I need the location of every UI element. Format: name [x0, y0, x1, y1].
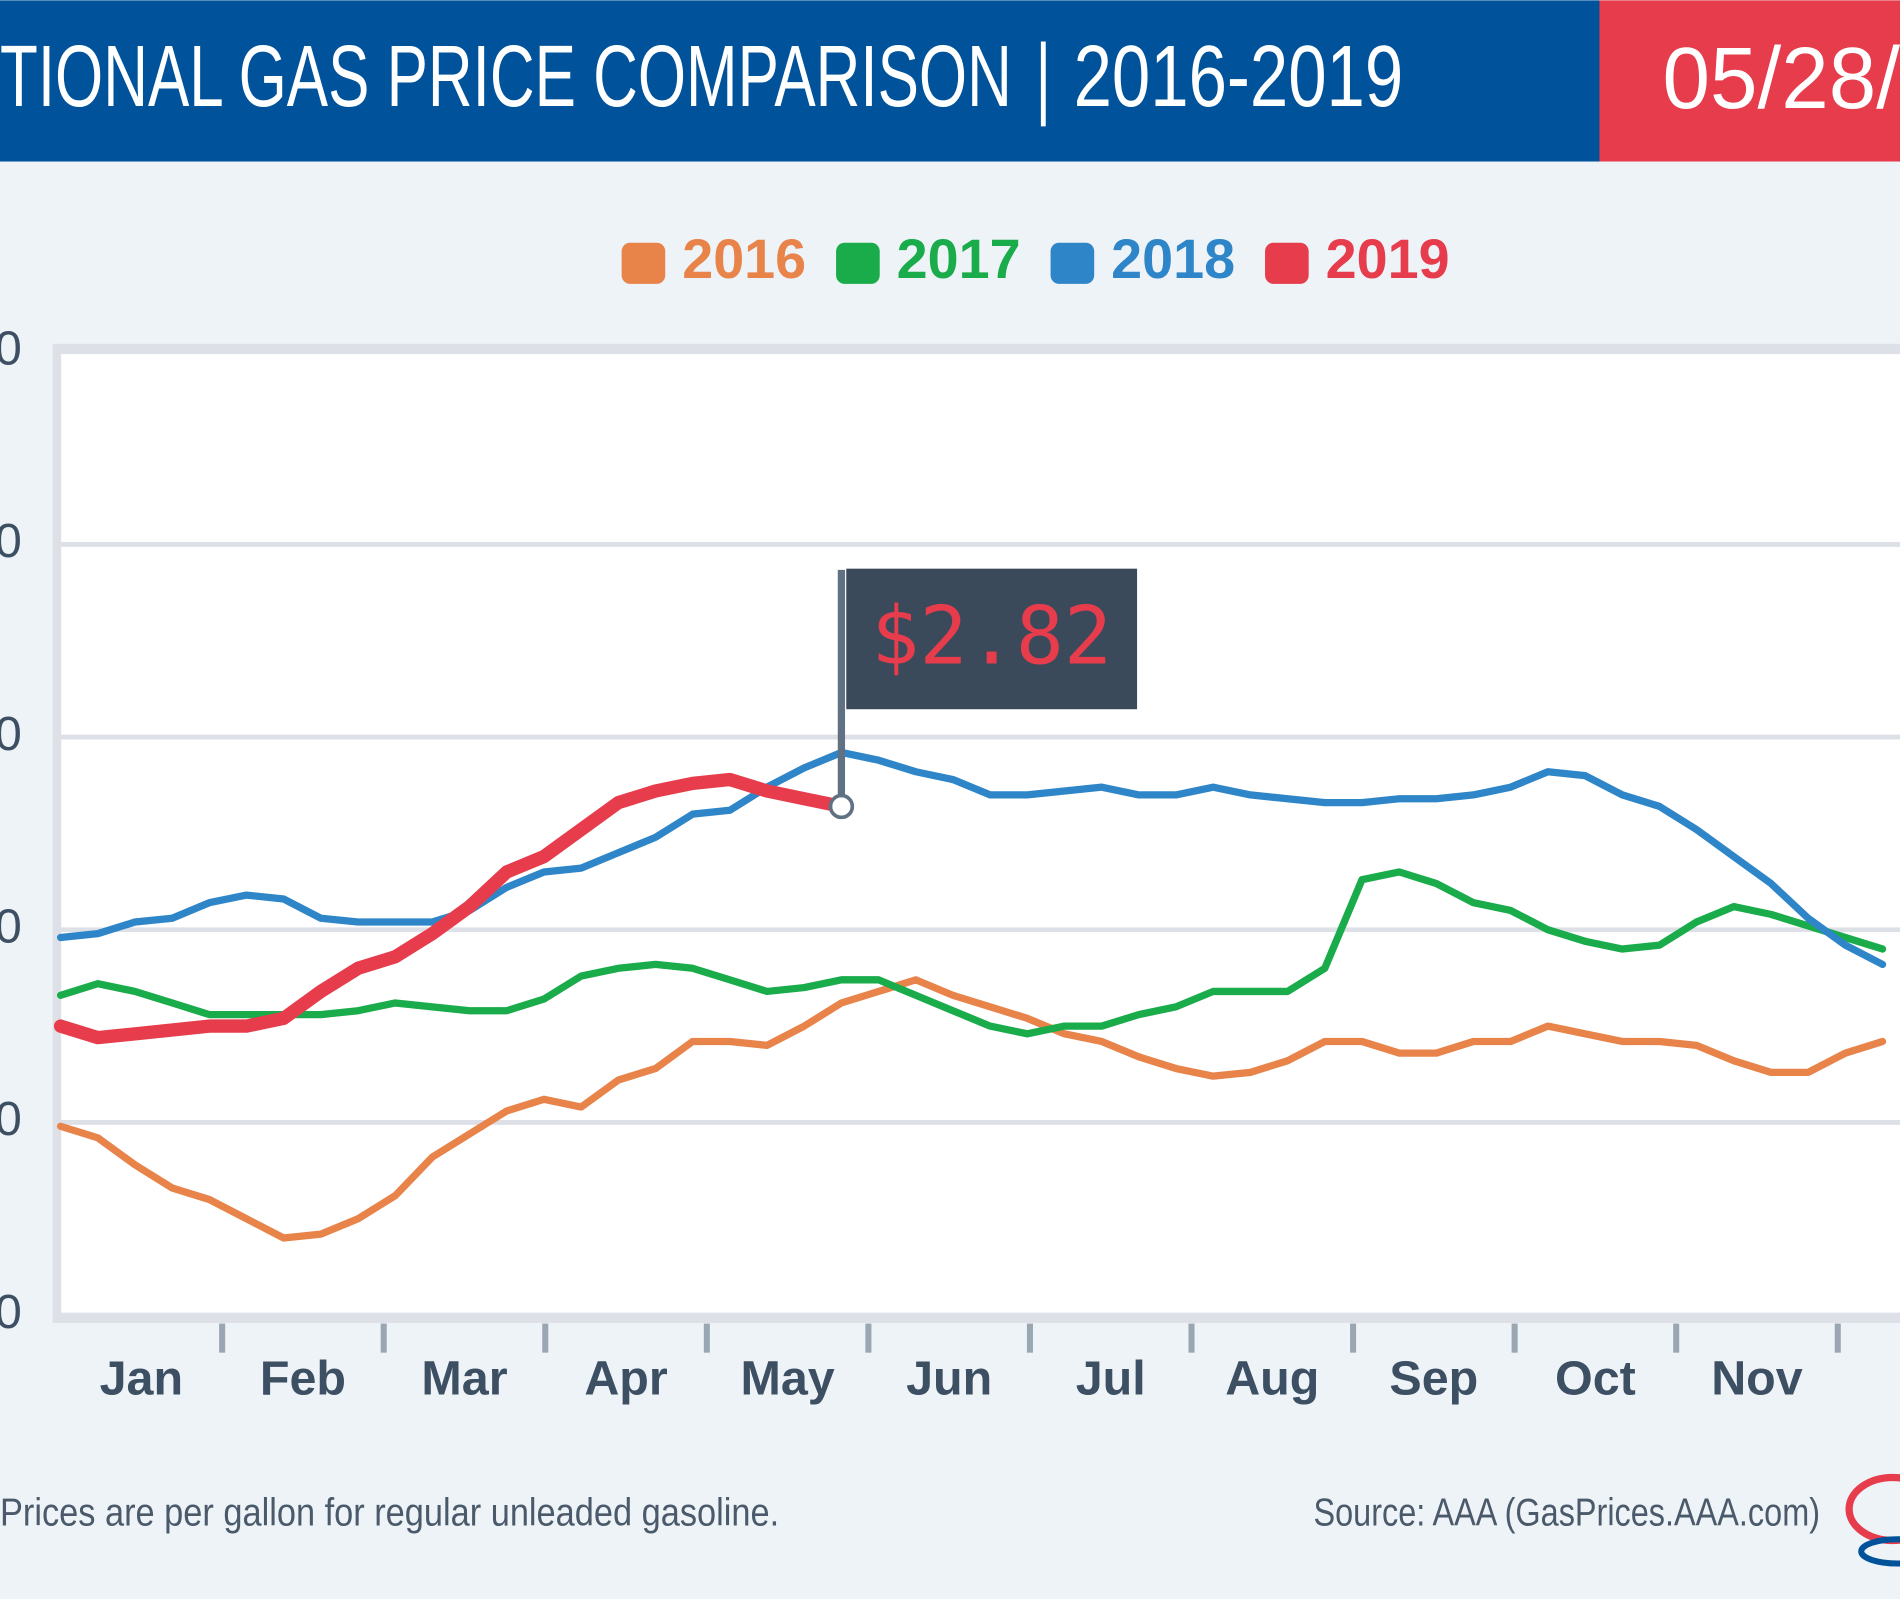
date-bar [1599, 0, 1900, 162]
series-line [53, 772, 849, 1045]
series-line [56, 748, 1887, 969]
y-tick-label: 0 [0, 900, 22, 954]
x-tick-label: Aug [1225, 1352, 1319, 1406]
y-tick-label: 0 [0, 322, 22, 376]
x-tick-label: Oct [1555, 1352, 1636, 1406]
legend-swatch [1265, 242, 1309, 284]
plot-area [52, 343, 1900, 1323]
header-bar [0, 0, 1600, 162]
end-point [828, 793, 855, 820]
legend-swatch [836, 242, 880, 284]
y-tick-label: 0 [0, 707, 22, 761]
price-flag: $2.82 [828, 568, 1138, 820]
source: Source: AAA (GasPrices.AAA.com) [1314, 1491, 1821, 1534]
x-tick-label: Jan [100, 1352, 184, 1406]
x-tick-label: Feb [260, 1352, 346, 1406]
legend-label: 2017 [897, 228, 1021, 290]
y-tick-label: 0 [0, 1092, 22, 1146]
x-tick-label: Apr [584, 1352, 668, 1406]
x-tick-label: Jul [1076, 1352, 1146, 1406]
legend-label: 2019 [1326, 228, 1450, 290]
legend-item: 2016 [621, 228, 806, 290]
legend-item: 2019 [1265, 228, 1450, 290]
legend-label: 2018 [1111, 228, 1235, 290]
chart-subtitle: 2016-2019 [1074, 28, 1404, 125]
series-line [56, 976, 1887, 1242]
x-tick-label: Mar [421, 1352, 507, 1406]
footnote: Prices are per gallon for regular unlead… [0, 1491, 779, 1534]
legend-swatch [621, 242, 666, 284]
legend-label: 2016 [682, 228, 806, 290]
x-tick-label: May [740, 1352, 834, 1406]
aaa-logo [1845, 1473, 1900, 1567]
legend-item: 2018 [1050, 228, 1235, 290]
date: 05/28/ [1663, 30, 1900, 127]
legend: 2016 2017 2018 2019 [621, 228, 1450, 290]
x-tick-label: Jun [906, 1352, 992, 1406]
series-line [56, 868, 1887, 1038]
flag-box [846, 568, 1138, 710]
grid [60, 349, 1900, 1318]
lines [53, 748, 1887, 1242]
logo-swoosh [1858, 1536, 1900, 1567]
legend-swatch [1050, 242, 1095, 284]
legend-item: 2017 [836, 228, 1021, 290]
y-tick-label: 0 [0, 1285, 22, 1339]
chart-title: TIONAL GAS PRICE COMPARISON [0, 28, 1012, 125]
flag-label: $2.82 [871, 589, 1112, 682]
x-tick-label: Nov [1711, 1352, 1803, 1406]
x-tick-label: Sep [1389, 1352, 1478, 1406]
y-tick-label: 0 [0, 514, 22, 568]
